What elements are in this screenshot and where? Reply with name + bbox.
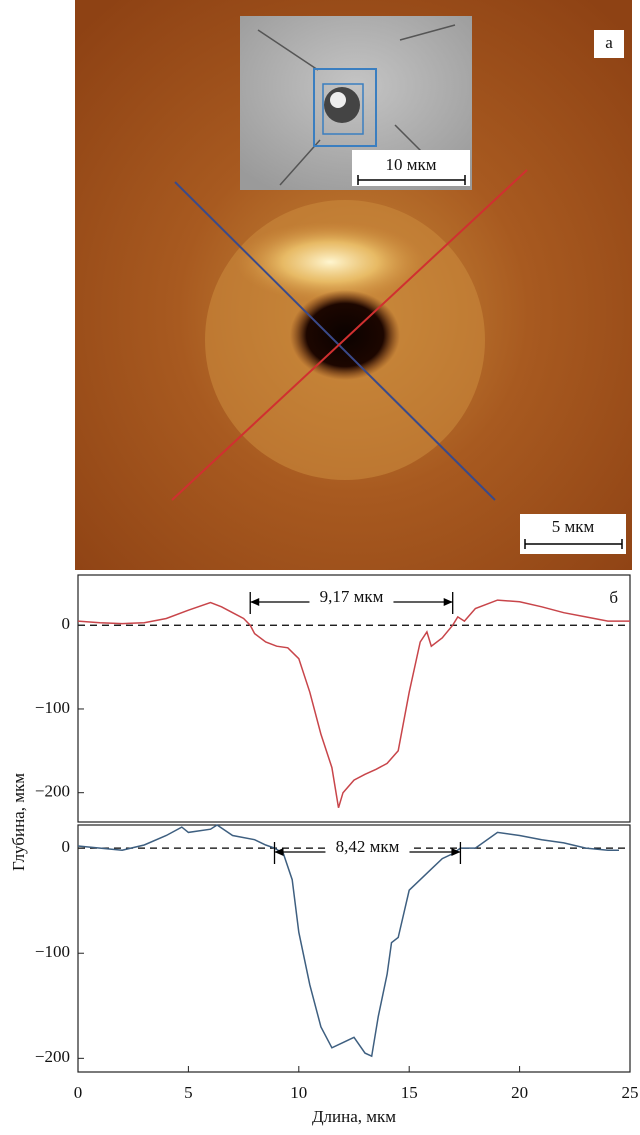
- plot-frame: [78, 575, 630, 822]
- plot-frame: [78, 825, 630, 1072]
- y-tick-label: 0: [62, 837, 71, 856]
- annotation-label: 8,42 мкм: [336, 837, 400, 856]
- y-tick-label: −200: [35, 1047, 70, 1066]
- x-axis-label: Длина, мкм: [312, 1107, 396, 1126]
- y-axis-label: Глубина, мкм: [9, 773, 28, 871]
- scale-bar-label: 5 мкм: [552, 517, 595, 536]
- y-tick-label: 0: [62, 614, 71, 633]
- y-tick-label: −100: [35, 942, 70, 961]
- annotation-label: 9,17 мкм: [320, 587, 384, 606]
- x-tick-label: 20: [511, 1083, 528, 1102]
- panel-label: а: [605, 33, 613, 52]
- x-tick-label: 10: [290, 1083, 307, 1102]
- x-tick-label: 5: [184, 1083, 193, 1102]
- profile-line: [78, 600, 630, 808]
- y-tick-label: −100: [35, 698, 70, 717]
- figure: 10 мкм а 5 мкм −200 −100 0 9,17 мкм б −200 −10…: [0, 0, 640, 1130]
- x-tick-label: 25: [622, 1083, 639, 1102]
- x-tick-label: 0: [74, 1083, 83, 1102]
- profile-line: [78, 825, 619, 1056]
- y-tick-label: −200: [35, 782, 70, 801]
- x-tick-label: 15: [401, 1083, 418, 1102]
- inset-scale-bar-label: 10 мкм: [385, 155, 436, 174]
- panel-label: б: [609, 588, 618, 607]
- afm-image: 10 мкм а 5 мкм: [75, 0, 632, 570]
